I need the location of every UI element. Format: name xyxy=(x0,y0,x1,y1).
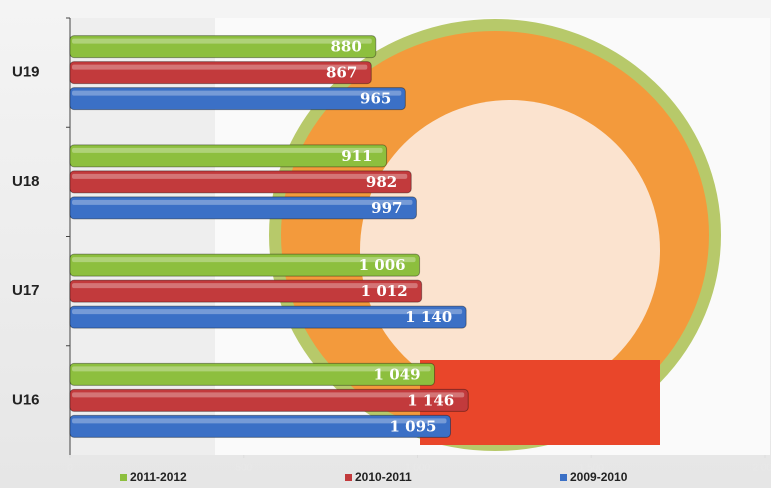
data-label: 1 006 xyxy=(359,256,406,274)
x-tick-label: 0 xyxy=(67,463,73,474)
data-label: 911 xyxy=(341,147,372,165)
y-tick-label: U16 xyxy=(12,391,40,408)
data-label: 1 095 xyxy=(390,417,437,435)
legend-label: 2009-2010 xyxy=(570,470,628,484)
legend-swatch xyxy=(345,474,352,481)
data-label: 1 012 xyxy=(361,282,408,300)
bar-highlight xyxy=(72,39,372,44)
data-label: 997 xyxy=(371,199,402,217)
bar-highlight xyxy=(72,174,407,179)
chart: 05001 0001 5002 000U19U18U17U168809111 0… xyxy=(0,0,771,488)
data-label: 982 xyxy=(366,173,397,191)
data-label: 1 049 xyxy=(374,365,421,383)
legend-label: 2010-2011 xyxy=(355,470,412,484)
bar-highlight xyxy=(72,200,412,205)
legend-swatch xyxy=(120,474,127,481)
bar-highlight xyxy=(72,91,401,96)
data-label: 867 xyxy=(326,64,357,82)
legend-swatch xyxy=(560,474,567,481)
bar-highlight xyxy=(72,392,464,397)
data-label: 1 146 xyxy=(407,391,454,409)
data-label: 1 140 xyxy=(405,308,452,326)
bar-highlight xyxy=(72,65,367,70)
y-tick-label: U17 xyxy=(12,282,40,299)
x-tick-label: 500 xyxy=(235,463,252,474)
y-tick-label: U19 xyxy=(12,64,40,81)
y-tick-label: U18 xyxy=(12,173,40,190)
illustration-skin xyxy=(360,100,660,400)
legend-label: 2011-2012 xyxy=(130,470,187,484)
data-label: 880 xyxy=(330,38,361,56)
bar-highlight xyxy=(72,148,383,153)
data-label: 965 xyxy=(360,90,391,108)
bar-highlight xyxy=(72,309,462,314)
x-tick-label: 2 000 xyxy=(752,463,771,474)
